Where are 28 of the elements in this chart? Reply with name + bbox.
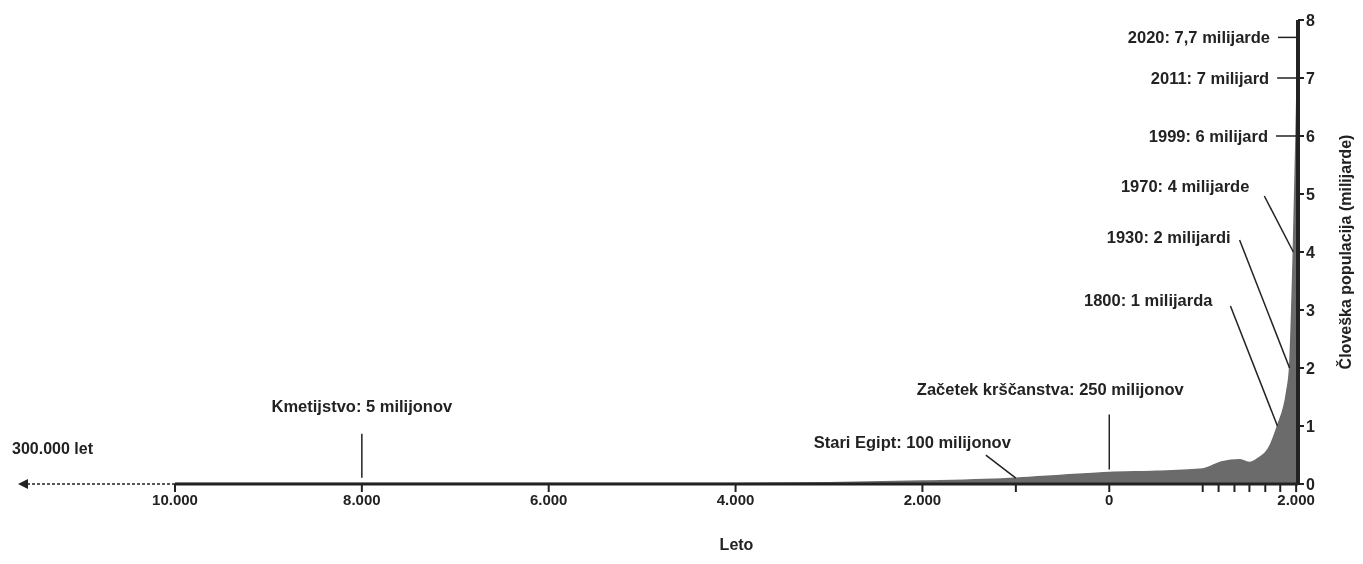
text: 300.000 let	[12, 440, 94, 457]
x-tick-label: 8.000	[343, 490, 381, 508]
annotation: Kmetijstvo: 5 milijonov	[271, 396, 453, 415]
y-tick-label: 4	[1306, 243, 1315, 261]
y-tick-label: 3	[1306, 301, 1315, 319]
y-tick-label: 7	[1306, 69, 1315, 87]
y-tick-label: 8	[1306, 11, 1315, 29]
y-tick-label: 0	[1306, 475, 1315, 493]
x-tick-label: 4.000	[716, 490, 755, 508]
annotation: 2011: 7 milijard	[1150, 69, 1270, 87]
y-tick-label: 5	[1306, 185, 1315, 203]
y-tick-label: 6	[1306, 127, 1315, 145]
annotation: Začetek krščanstva: 250 milijonov	[916, 379, 1185, 398]
annotation: 1999: 6 milijard	[1148, 127, 1269, 145]
x-axis-title: Leto	[719, 536, 754, 553]
annotation: Stari Egipt: 100 milijonov	[813, 433, 1012, 452]
y-axis-title: Človeška populacija (milijarde)	[1336, 134, 1354, 370]
x-tick-label: 2.000	[903, 490, 942, 508]
x-tick-label: 10.000	[152, 490, 198, 508]
y-tick-label: 2	[1306, 359, 1315, 377]
annotation: 1930: 2 milijardi	[1106, 228, 1231, 246]
annotation: 1970: 4 milijarde	[1120, 177, 1250, 195]
annotation: 1800: 1 milijarda	[1084, 291, 1214, 309]
x-tick-label: 0	[1105, 490, 1114, 508]
y-tick-label: 1	[1306, 417, 1315, 435]
x-tick-label: 2.000	[1277, 490, 1315, 508]
annotation: 2020: 7,7 milijarde	[1127, 28, 1270, 47]
x-tick-label: 6.000	[529, 490, 568, 508]
